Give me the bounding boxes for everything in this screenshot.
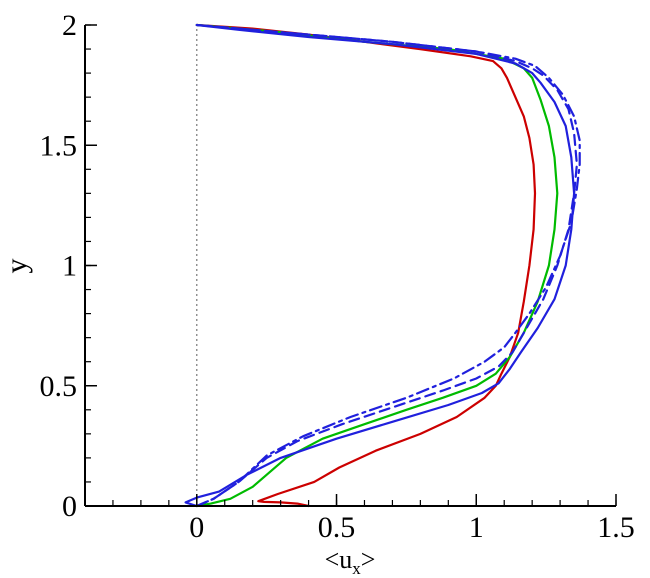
x-tick-label: 1 (469, 511, 484, 544)
plot-area (184, 23, 581, 508)
axes: 0 0.5 1 1.5 0 0.5 1 1.5 2 (40, 9, 635, 544)
y-tick-label: 1.5 (40, 129, 78, 162)
y-axis-title: y (0, 259, 33, 274)
series-line-2 (195, 23, 559, 508)
x-tick-label: 0 (189, 511, 204, 544)
x-tick-label: 1.5 (597, 511, 635, 544)
x-tick-label: 0.5 (318, 511, 356, 544)
series-line-3 (184, 23, 576, 508)
series-line-5 (195, 23, 581, 508)
y-tick-label: 0 (62, 490, 77, 523)
y-tick-label: 1 (62, 250, 77, 283)
y-tick-label: 2 (62, 9, 77, 42)
series-line-4 (195, 23, 578, 508)
y-tick-label: 0.5 (40, 370, 78, 403)
x-axis-title: <ux> (325, 545, 376, 578)
series-line-1 (195, 23, 537, 508)
